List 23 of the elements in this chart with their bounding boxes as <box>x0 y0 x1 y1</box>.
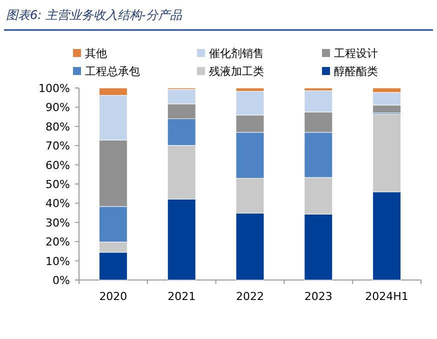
ytick: 90% <box>46 101 70 114</box>
ytick: 40% <box>46 197 70 210</box>
legend-label: 醇醛酯类 <box>334 65 378 78</box>
ytick: 70% <box>46 140 70 153</box>
ytick: 60% <box>46 158 70 172</box>
xtick: 2023 <box>304 290 332 303</box>
xtick: 2024H1 <box>365 290 408 303</box>
ytick: 0% <box>52 274 70 287</box>
legend-label: 工程总承包 <box>85 65 140 78</box>
legend-label: 工程设计 <box>334 47 378 60</box>
ytick: 20% <box>46 236 70 249</box>
ytick: 30% <box>46 216 70 230</box>
ytick: 80% <box>46 120 70 134</box>
legend-label: 残液加工类 <box>209 65 264 78</box>
ytick: 10% <box>46 254 70 268</box>
title: 图表6: 主营业务收入结构-分产品 <box>6 8 182 22</box>
xtick: 2022 <box>236 290 264 303</box>
ytick: 50% <box>46 178 70 191</box>
xtick: 2020 <box>99 290 128 303</box>
xtick: 2021 <box>168 290 196 303</box>
ytick: 100% <box>38 82 70 95</box>
legend-label: 其他 <box>85 47 107 60</box>
legend-label: 催化剂销售 <box>209 47 264 60</box>
